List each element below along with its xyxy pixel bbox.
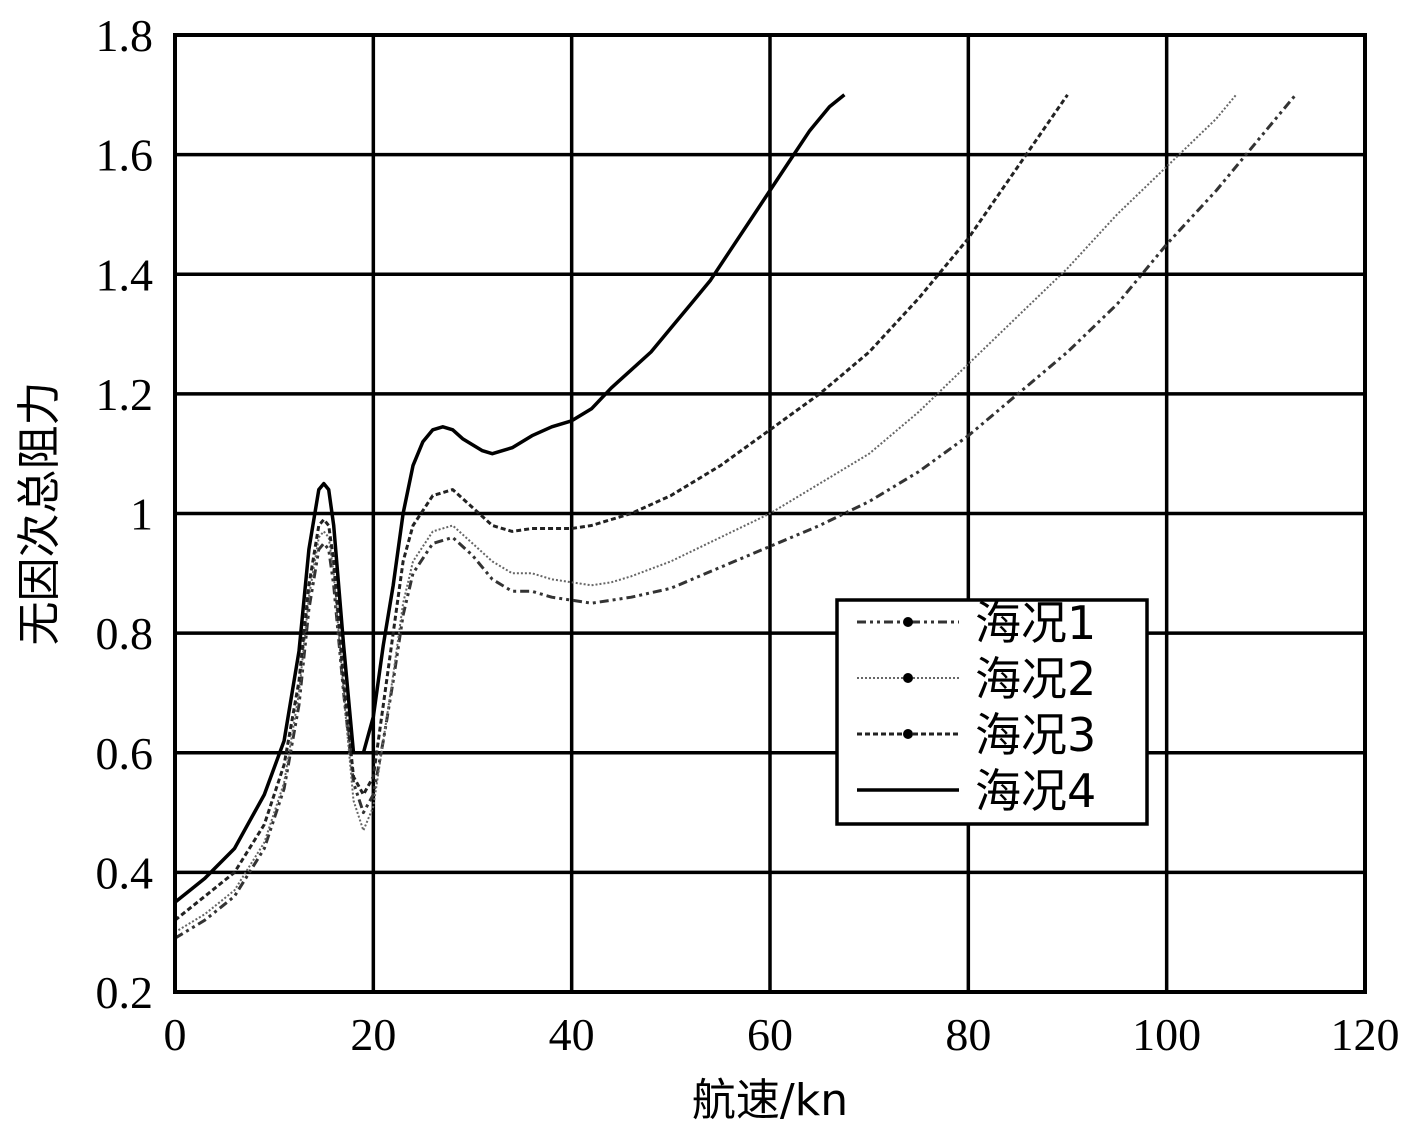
x-tick-label: 20: [350, 1009, 396, 1060]
y-tick-label: 0.6: [96, 728, 154, 779]
x-tick-label: 80: [945, 1009, 991, 1060]
legend-marker-1: [903, 617, 913, 627]
y-tick-label: 1: [130, 489, 153, 540]
x-tick-label: 60: [747, 1009, 793, 1060]
x-tick-label: 100: [1132, 1009, 1201, 1060]
y-tick-label: 0.8: [96, 608, 154, 659]
legend-marker-3: [903, 729, 913, 739]
tick-labels: 0 20 40 60 80 100 120 0.2 0.4 0.6 0.8 1 1.2 1.4 1.6 1.8: [96, 10, 1400, 1060]
legend-label-3: 海况3: [975, 708, 1096, 762]
series-line-4: [173, 93, 846, 904]
y-tick-label: 0.2: [96, 967, 154, 1018]
series-line-3: [174, 93, 1069, 922]
series-lines: [173, 93, 1297, 940]
x-tick-label: 40: [549, 1009, 595, 1060]
grid: [173, 33, 1367, 994]
x-tick-label: 120: [1331, 1009, 1400, 1060]
y-tick-label: 0.4: [96, 847, 154, 898]
y-axis-title: 无因次总阻力: [14, 382, 65, 646]
y-tick-label: 1.4: [96, 249, 154, 300]
y-tick-label: 1.2: [96, 369, 154, 420]
x-tick-label: 0: [164, 1009, 187, 1060]
legend-box: [835, 598, 1149, 826]
series-line-2: [174, 94, 1237, 934]
y-tick-label: 1.6: [96, 130, 154, 181]
x-axis-title: 航速/kn: [692, 1075, 848, 1126]
plot-frame: [173, 33, 1367, 994]
legend-label-2: 海况2: [975, 652, 1096, 706]
series-line-1: [174, 93, 1297, 940]
y-tick-label: 1.8: [96, 10, 154, 61]
legend-marker-2: [903, 673, 913, 683]
legend-label-4: 海况4: [975, 764, 1096, 818]
legend-label-1: 海况1: [975, 596, 1096, 650]
